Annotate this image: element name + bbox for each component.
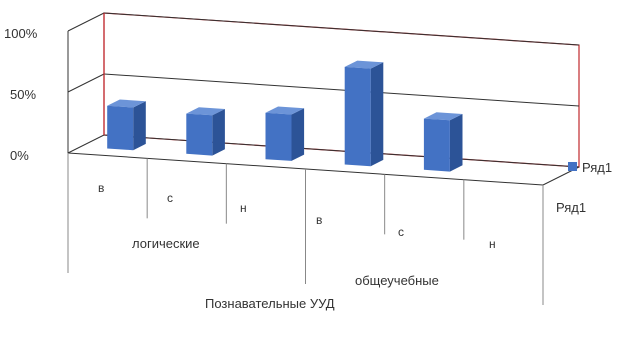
y-tick-label-2: 100% — [4, 26, 38, 41]
bar-top-4 — [423, 112, 463, 121]
x-category-label-2: н — [240, 201, 247, 215]
bar-side-2 — [291, 108, 305, 161]
y-tick-label-0: 0% — [10, 148, 29, 163]
x-category-label-5: н — [489, 237, 496, 251]
bar-front-0 — [107, 105, 134, 151]
x-category-label-3: в — [316, 213, 322, 227]
chart-bars — [107, 60, 463, 172]
bar-top-1 — [186, 107, 225, 116]
x-category-label-4: с — [398, 225, 404, 239]
bar-2 — [265, 106, 305, 161]
gridline-0 — [103, 134, 580, 168]
legend-label: Ряд1 — [582, 160, 612, 175]
bar-side-0 — [133, 101, 146, 151]
gridline-1 — [103, 73, 580, 107]
bar-top-0 — [107, 99, 146, 108]
x-group-label-1: общеучебные — [355, 273, 439, 288]
chart-labels: 0% 50% 100% в с н в с н логические общеу… — [4, 26, 586, 311]
x-category-label-1: с — [167, 191, 173, 205]
bar-side-3 — [370, 62, 384, 167]
bar-front-2 — [265, 112, 292, 161]
legend: Ряд1 — [568, 160, 612, 175]
chart-walls — [67, 12, 580, 305]
gridline-2 — [103, 12, 580, 46]
bar-4 — [423, 112, 463, 172]
bar-front-1 — [186, 113, 213, 156]
bar-side-1 — [212, 109, 225, 156]
bar-1 — [186, 107, 225, 156]
bar-0 — [107, 99, 146, 151]
x-axis-title: Познавательные УУД — [205, 296, 335, 311]
side-gridline-0 — [67, 134, 105, 154]
bar-top-2 — [265, 106, 305, 115]
bar-top-3 — [344, 60, 384, 69]
side-gridline-1 — [67, 73, 105, 93]
bar-front-3 — [344, 66, 371, 167]
x-group-label-0: логические — [132, 236, 200, 251]
x-category-label-0: в — [98, 181, 104, 195]
depth-axis-label: Ряд1 — [556, 200, 586, 215]
bar-front-4 — [423, 118, 450, 172]
bar-side-4 — [449, 114, 463, 172]
legend-swatch — [568, 162, 577, 171]
side-gridline-2 — [67, 12, 105, 32]
y-tick-label-1: 50% — [10, 87, 36, 102]
bar-3 — [344, 60, 384, 167]
